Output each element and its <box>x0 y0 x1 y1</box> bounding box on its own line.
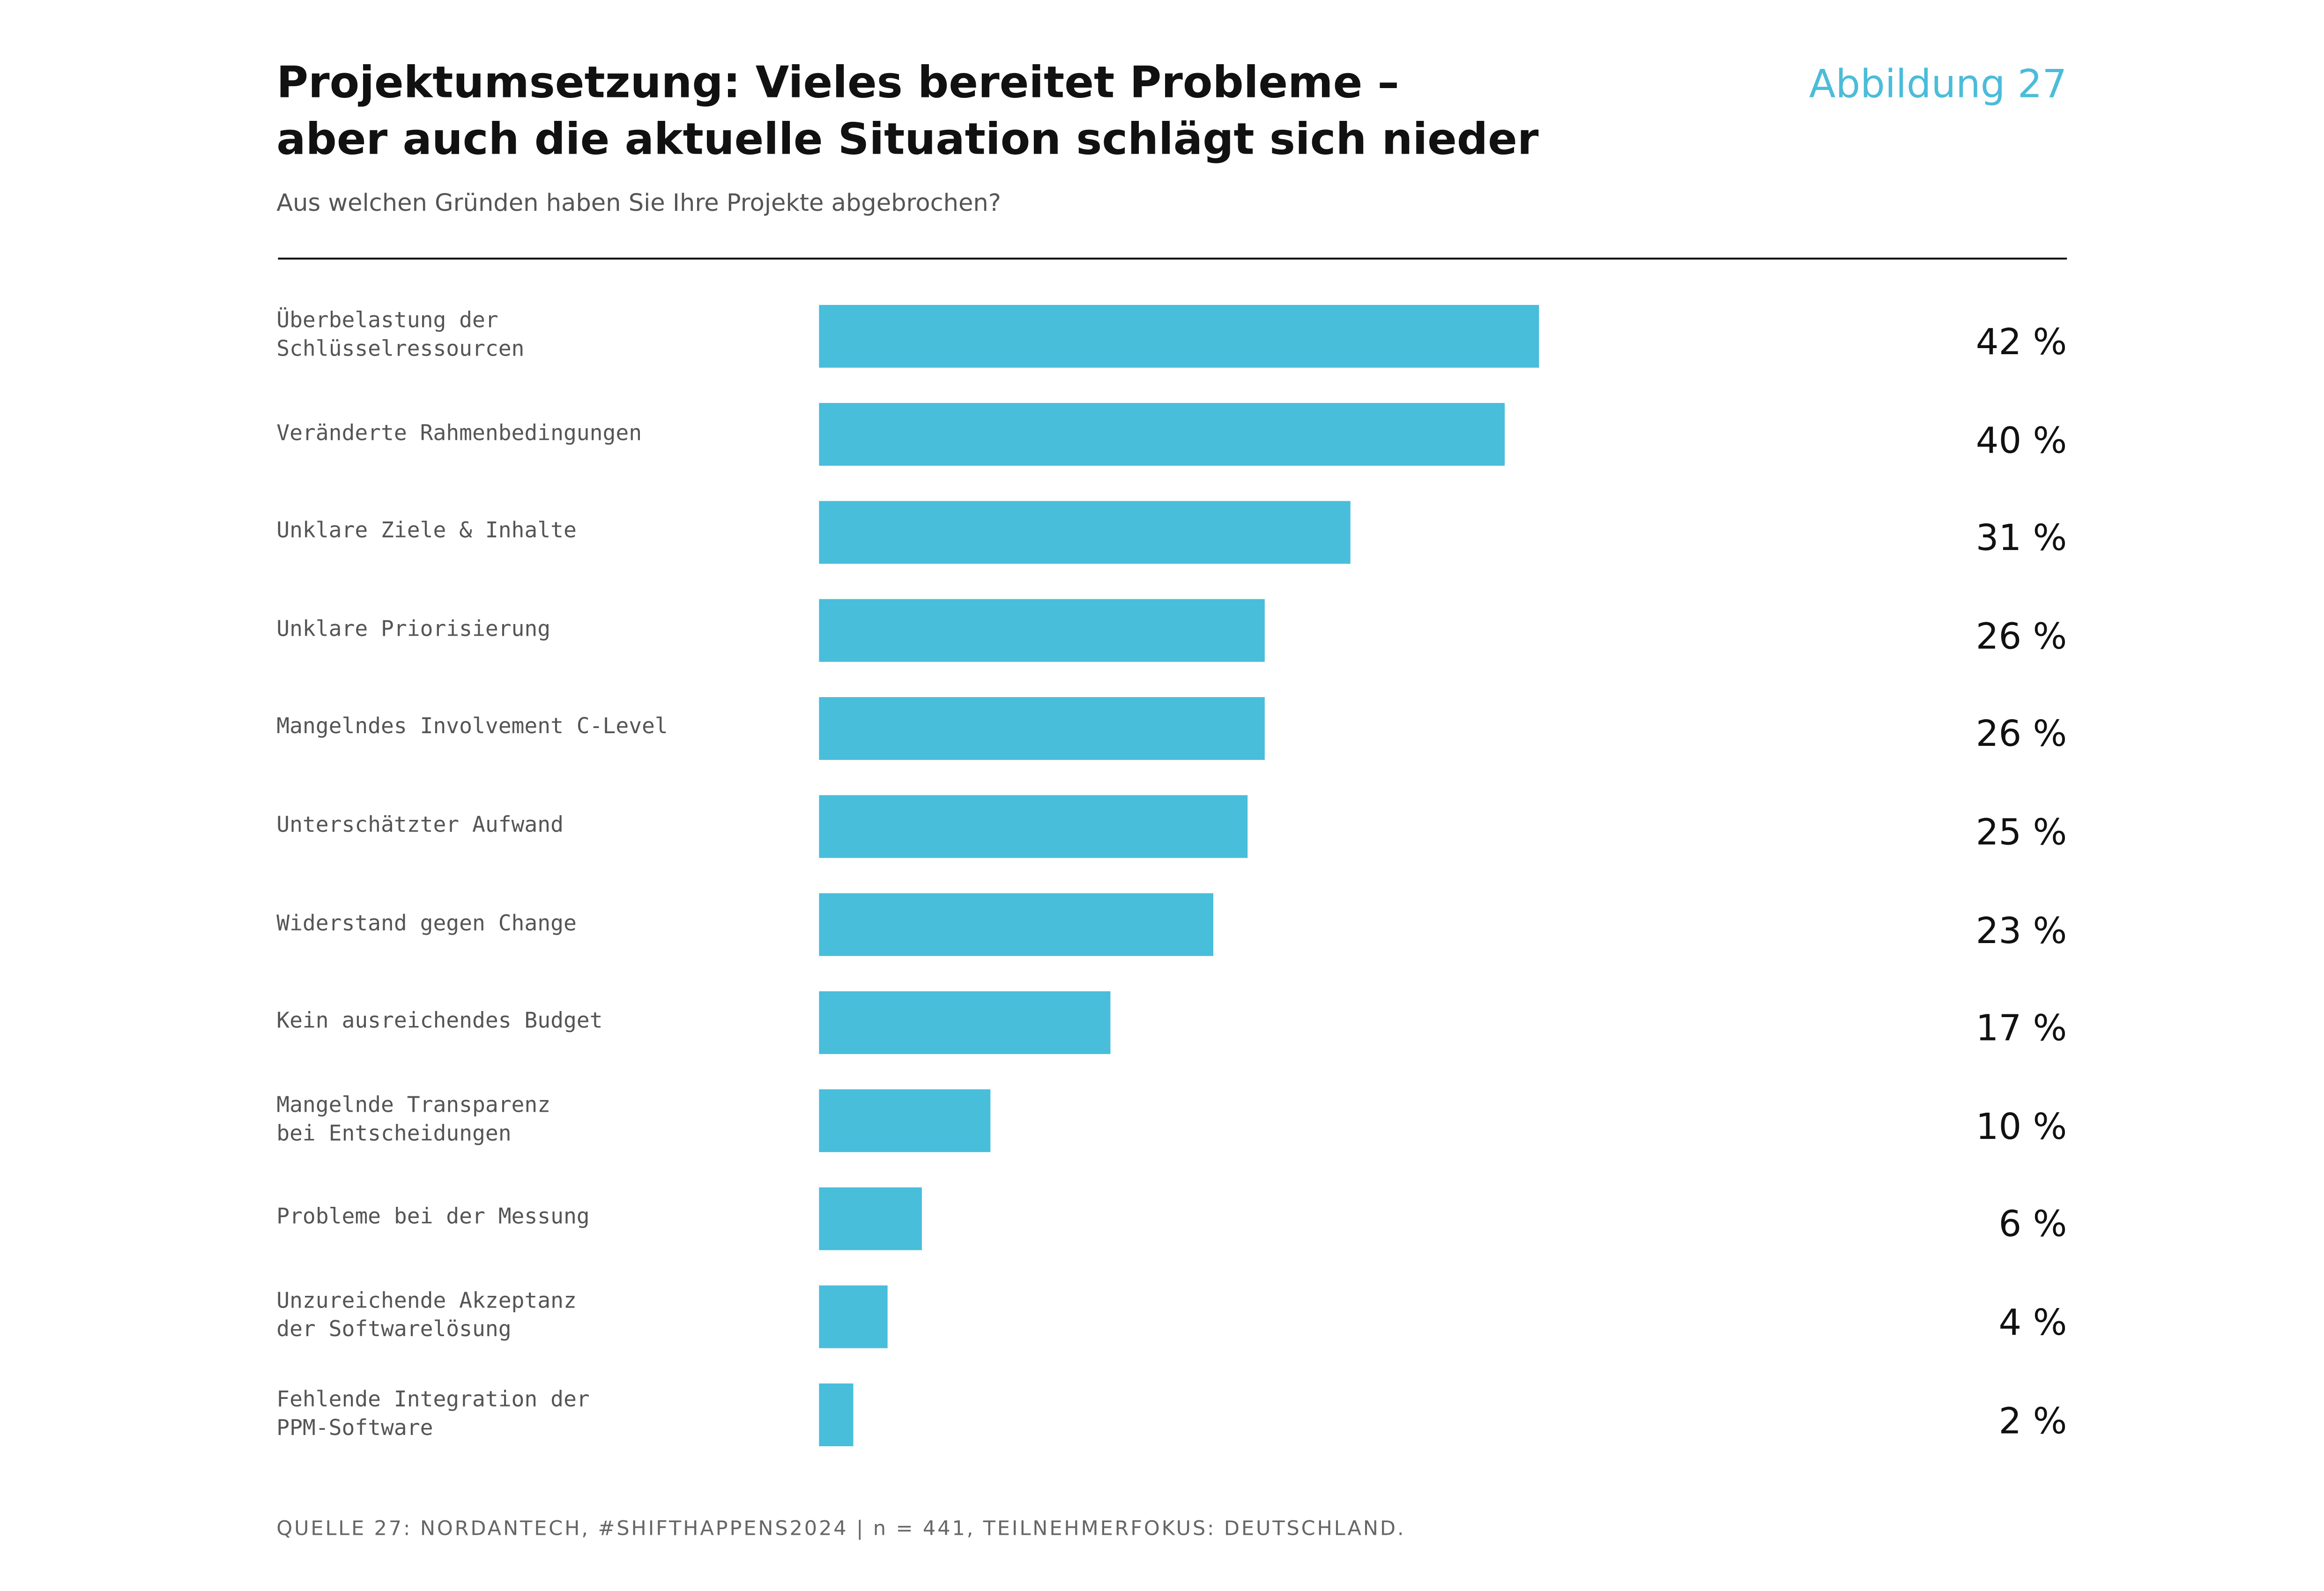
figure-label: Abbildung 27 <box>1809 62 2067 108</box>
category-label: Überbelastung der Schlüsselressourcen <box>276 309 525 362</box>
value-label: 40 % <box>1975 419 2067 461</box>
category-label: Mangelnde Transparenz bei Entscheidungen <box>276 1093 551 1146</box>
bar <box>819 1285 888 1348</box>
value-label: 31 % <box>1975 517 2067 559</box>
value-label: 42 % <box>1975 321 2067 364</box>
chart-subtitle: Aus welchen Gründen haben Sie Ihre Proje… <box>276 188 1001 217</box>
bar <box>819 501 1351 564</box>
category-label: Fehlende Integration der PPM-Software <box>276 1388 590 1441</box>
category-label: Kein ausreichendes Budget <box>276 1010 603 1034</box>
value-label: 23 % <box>1975 909 2067 952</box>
category-label: Unklare Ziele & Inhalte <box>276 520 577 544</box>
value-label: 26 % <box>1975 714 2067 756</box>
bar <box>819 599 1265 662</box>
value-label: 17 % <box>1975 1007 2067 1050</box>
bar <box>819 697 1265 760</box>
category-label: Unklare Priorisierung <box>276 617 551 642</box>
value-label: 26 % <box>1975 615 2067 658</box>
value-label: 6 % <box>1998 1204 2067 1246</box>
category-label: Probleme bei der Messung <box>276 1206 590 1230</box>
value-label: 10 % <box>1975 1106 2067 1148</box>
source-note: QUELLE 27: NORDANTECH, #SHIFTHAPPENS2024… <box>276 1517 1406 1541</box>
category-label: Unzureichende Akzeptanz der Softwarelösu… <box>276 1290 577 1342</box>
bar <box>819 991 1111 1054</box>
bar <box>819 1383 854 1447</box>
value-label: 2 % <box>1998 1400 2067 1442</box>
bar <box>819 893 1213 956</box>
bar <box>819 1089 991 1152</box>
value-label: 4 % <box>1998 1301 2067 1344</box>
category-label: Veränderte Rahmenbedingungen <box>276 421 642 446</box>
category-label: Widerstand gegen Change <box>276 912 577 936</box>
bar <box>819 795 1248 858</box>
bar <box>819 1187 922 1250</box>
category-label: Mangelndes Involvement C-Level <box>276 715 668 740</box>
category-label: Unterschätzter Aufwand <box>276 814 564 838</box>
bar <box>819 403 1505 466</box>
value-label: 25 % <box>1975 811 2067 854</box>
bar <box>819 305 1539 368</box>
chart-title: Projektumsetzung: Vieles bereitet Proble… <box>276 57 1539 164</box>
